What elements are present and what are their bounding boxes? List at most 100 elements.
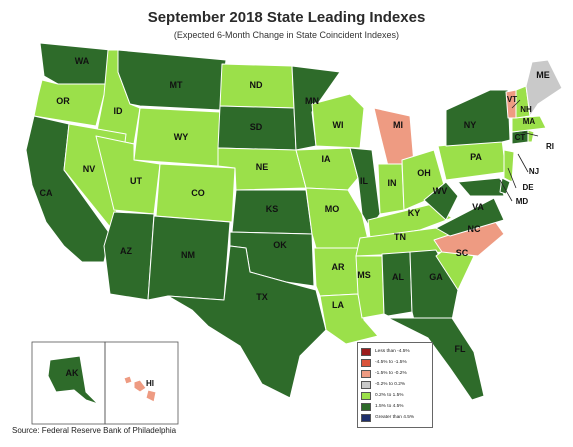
state-label-il: IL [360, 176, 369, 186]
state-label-ak: AK [66, 368, 79, 378]
legend-swatch [361, 413, 371, 422]
state-label-de: DE [522, 183, 534, 192]
map-subtitle: (Expected 6-Month Change in State Coinci… [173, 30, 400, 40]
state-label-me: ME [536, 70, 550, 80]
state-label-fl: FL [455, 344, 466, 354]
state-wi [311, 93, 365, 149]
state-mi [373, 107, 415, 167]
state-label-ok: OK [273, 240, 287, 250]
state-label-id: ID [114, 106, 124, 116]
state-label-co: CO [191, 188, 205, 198]
legend-swatch [361, 391, 371, 400]
state-va [435, 197, 505, 237]
state-label-ar: AR [332, 262, 345, 272]
state-label-nj: NJ [529, 167, 539, 176]
state-label-tx: TX [256, 292, 268, 302]
state-label-in: IN [388, 178, 397, 188]
legend-swatch [361, 347, 371, 356]
state-label-mi: MI [393, 120, 403, 130]
state-ak [47, 355, 99, 405]
state-label-hi: HI [146, 379, 154, 388]
state-label-ct: CT [515, 133, 526, 142]
state-label-ca: CA [40, 188, 53, 198]
legend-label: -4.5% to -1.5% [375, 360, 407, 365]
state-ms [355, 255, 385, 319]
legend-item: Greater than 4.5% [361, 412, 429, 423]
state-label-wi: WI [333, 120, 344, 130]
state-wv [423, 181, 459, 221]
state-label-ks: KS [266, 204, 279, 214]
legend: Less than -4.5% -4.5% to -1.5% -1.5% to -0… [357, 342, 433, 428]
state-in [377, 163, 405, 215]
state-label-wy: WY [174, 132, 189, 142]
state-label-nv: NV [83, 164, 96, 174]
state-label-mt: MT [170, 80, 183, 90]
legend-item: -1.5% to -0.2% [361, 368, 429, 379]
state-label-va: VA [472, 202, 484, 212]
state-label-tn: TN [394, 232, 406, 242]
state-de [499, 177, 511, 195]
state-label-nh: NH [520, 105, 532, 114]
state-label-ri: RI [546, 142, 554, 151]
label-leader-lines [499, 99, 539, 202]
state-al [381, 251, 413, 317]
hawaii-inset-frame [104, 341, 179, 425]
state-ia [295, 147, 359, 191]
state-label-az: AZ [120, 246, 132, 256]
state-labels: WA OR CA ID NV MT WY UT AZ CO NM ND SD NE KS OK TX MN IA MO… [40, 56, 555, 388]
legend-item: 0.2% to 1.5% [361, 390, 429, 401]
state-mt [117, 49, 227, 111]
legend-label: 0.2% to 1.5% [375, 393, 404, 398]
state-label-ne: NE [256, 162, 269, 172]
legend-label: -0.2% to 0.2% [375, 382, 406, 387]
state-label-ga: GA [429, 272, 443, 282]
state-ky [367, 203, 453, 239]
state-label-ky: KY [408, 208, 421, 218]
state-hi [123, 375, 157, 403]
legend-label: -1.5% to -0.2% [375, 371, 407, 376]
state-label-pa: PA [470, 152, 482, 162]
legend-label: Greater than 4.5% [375, 415, 415, 420]
state-tx [167, 245, 327, 399]
state-label-sc: SC [456, 248, 469, 258]
state-or [33, 79, 109, 127]
state-md [457, 177, 505, 197]
state-label-wv: WV [433, 186, 448, 196]
state-ri [527, 129, 535, 143]
state-label-mn: MN [305, 96, 319, 106]
state-label-vt: VT [507, 95, 517, 104]
legend-item: 1.5% to 4.5% [361, 401, 429, 412]
legend-swatch [361, 358, 371, 367]
state-label-ny: NY [464, 120, 477, 130]
state-label-sd: SD [250, 122, 263, 132]
state-me [525, 59, 563, 117]
legend-item: -4.5% to -1.5% [361, 357, 429, 368]
state-label-ms: MS [357, 270, 371, 280]
state-label-nd: ND [250, 80, 263, 90]
state-ny [445, 89, 511, 147]
state-label-md: MD [516, 197, 529, 206]
legend-label: Less than -4.5% [375, 349, 410, 354]
legend-swatch [361, 369, 371, 378]
state-label-nm: NM [181, 250, 195, 260]
state-label-al: AL [392, 272, 404, 282]
state-label-nc: NC [468, 224, 481, 234]
state-label-oh: OH [417, 168, 431, 178]
map-title: September 2018 State Leading Indexes [147, 9, 426, 26]
legend-label: 1.5% to 4.5% [375, 404, 404, 409]
legend-item: Less than -4.5% [361, 346, 429, 357]
source-note: Source: Federal Reserve Bank of Philadel… [12, 426, 177, 435]
state-shapes [25, 42, 563, 405]
legend-swatch [361, 402, 371, 411]
state-label-or: OR [56, 96, 70, 106]
legend-item: -0.2% to 0.2% [361, 379, 429, 390]
state-co [155, 163, 236, 223]
state-label-ut: UT [130, 176, 142, 186]
state-label-ma: MA [523, 117, 536, 126]
state-az [103, 211, 155, 301]
state-ma [511, 115, 547, 133]
legend-swatch [361, 380, 371, 389]
state-label-wa: WA [75, 56, 90, 66]
state-label-ia: IA [322, 154, 332, 164]
